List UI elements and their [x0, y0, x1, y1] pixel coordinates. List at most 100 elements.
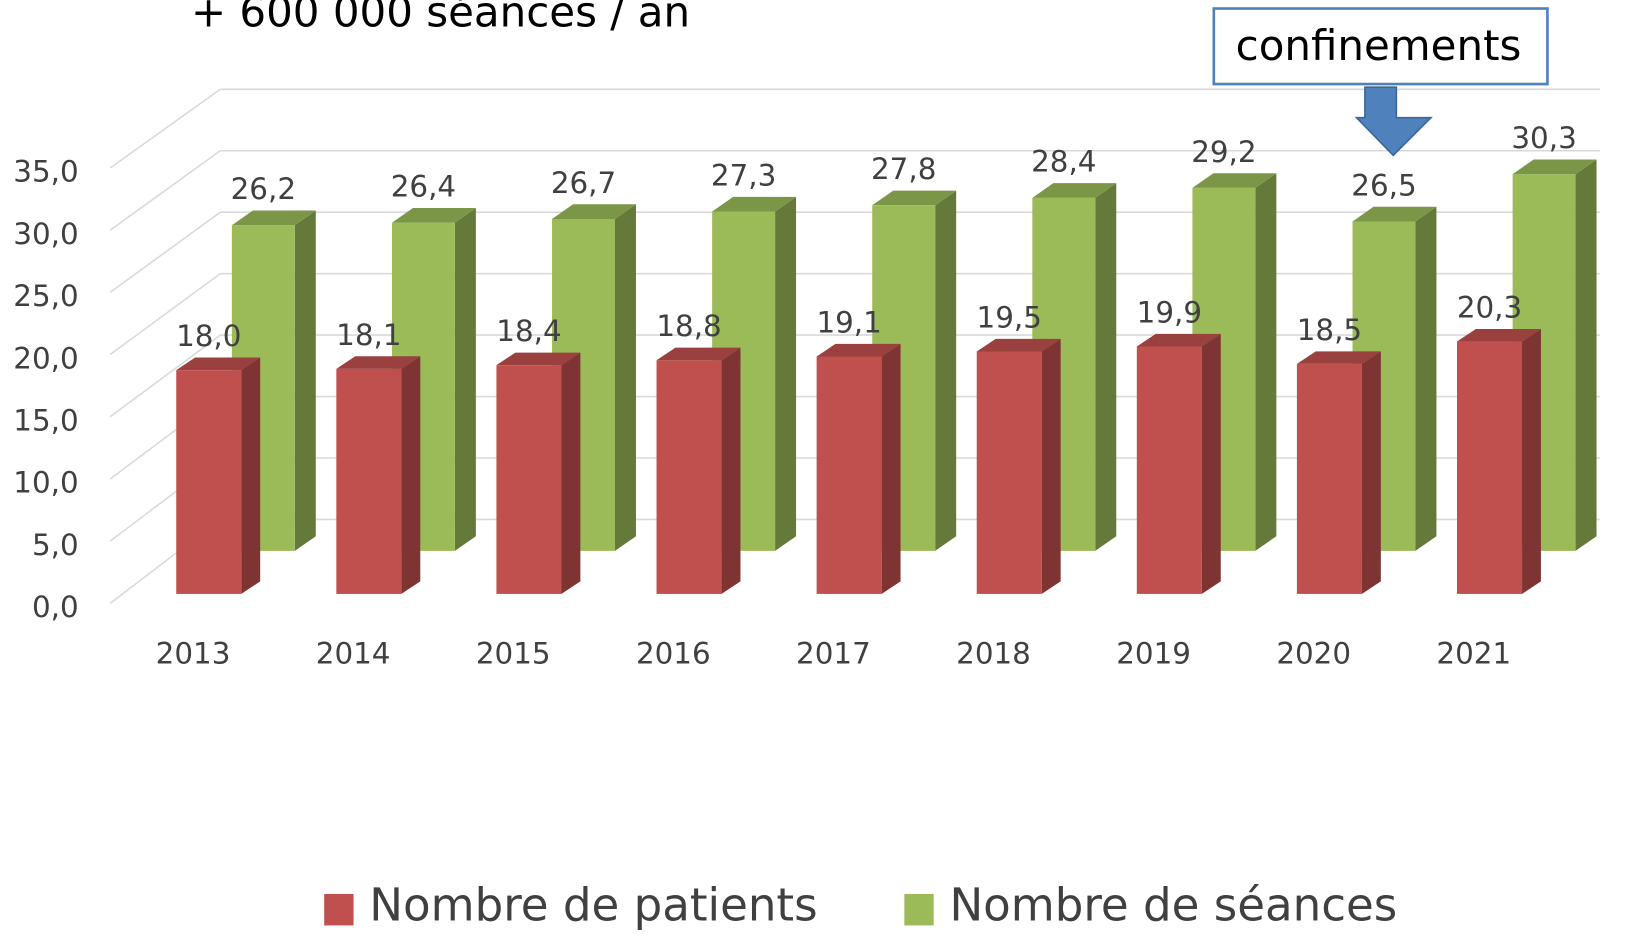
bar: [656, 347, 741, 594]
y-tick-label: 10,0: [13, 466, 78, 500]
bar-side: [294, 210, 316, 551]
value-label: 18,1: [336, 318, 401, 352]
bar-side: [935, 190, 957, 551]
value-label: 30,3: [1511, 121, 1576, 155]
bar-side: [1041, 338, 1061, 594]
x-tick-label: 2018: [956, 636, 1031, 670]
bar-top: [496, 352, 581, 366]
bar: [816, 343, 901, 594]
bar-top: [1352, 206, 1437, 222]
value-label: 19,5: [977, 300, 1042, 334]
bar: [1032, 183, 1117, 551]
x-tick-label: 2019: [1116, 636, 1191, 670]
bar: [1136, 333, 1221, 594]
x-tick-label: 2013: [156, 636, 231, 670]
bar-top: [1032, 183, 1117, 198]
annotation-box: [1212, 7, 1549, 86]
bar: [1457, 328, 1541, 594]
legend-swatch: [324, 893, 354, 926]
grid-line: [109, 273, 221, 356]
bar-top: [231, 210, 316, 226]
y-tick-label: 30,0: [13, 217, 78, 251]
bar: [176, 357, 261, 594]
bar-side: [454, 208, 476, 551]
bar-side: [561, 352, 581, 594]
bar: [496, 352, 581, 594]
x-tick-label: 2021: [1436, 636, 1511, 670]
bar-side: [1522, 328, 1541, 594]
bar-side: [1201, 333, 1221, 594]
bar-top: [1192, 173, 1277, 188]
x-tick-label: 2016: [636, 636, 711, 670]
bar-side: [721, 347, 741, 594]
bar-top: [976, 338, 1061, 352]
value-label: 26,2: [231, 172, 296, 206]
bar-side: [1415, 206, 1437, 551]
value-label: 29,2: [1191, 135, 1256, 169]
bar-top: [816, 343, 901, 357]
value-label: 18,8: [656, 309, 721, 343]
x-tick-label: 2015: [476, 636, 551, 670]
value-label: 19,9: [1137, 295, 1202, 329]
bar-side: [1361, 351, 1381, 594]
bar-front: [816, 356, 882, 594]
value-label: 26,7: [551, 166, 616, 200]
bar-top: [1457, 328, 1541, 342]
bar-top: [552, 204, 636, 219]
value-label: 28,4: [1031, 145, 1096, 179]
bar-front: [336, 368, 402, 594]
bar: [976, 338, 1061, 594]
bar-side: [1095, 183, 1117, 551]
bar-side: [881, 343, 901, 594]
value-label: 18,0: [176, 319, 241, 353]
value-label: 18,5: [1297, 313, 1362, 347]
bar-front: [1136, 346, 1202, 594]
value-label: 19,1: [816, 305, 881, 339]
bar-front: [496, 365, 562, 594]
y-tick-label: 25,0: [13, 279, 78, 313]
bar-top: [1136, 333, 1221, 347]
value-label: 26,4: [391, 170, 456, 204]
grid-line: [109, 88, 221, 169]
x-tick-label: 2017: [796, 636, 871, 670]
bar: [336, 356, 421, 594]
bar-side: [614, 204, 636, 551]
bar-top: [872, 190, 957, 206]
bars: 26,2 26,4 26,7 27,3 27,8 28,4 29,2 26,5 30,3 18,0…: [176, 121, 1597, 594]
bar-side: [1575, 159, 1597, 551]
value-label: 26,5: [1351, 168, 1416, 202]
value-label: 18,4: [496, 314, 561, 348]
bar-side: [241, 357, 261, 594]
bar-front: [1457, 341, 1523, 594]
bar-side: [401, 356, 421, 594]
bar-top: [656, 347, 741, 361]
grid-line: [109, 150, 221, 231]
legend-label: Nombre de patients: [369, 879, 817, 932]
value-label: 20,3: [1457, 291, 1522, 325]
bar-side: [1255, 173, 1277, 551]
y-tick-label: 5,0: [32, 528, 79, 562]
y-tick-label: 20,0: [13, 341, 78, 375]
y-tick-label: 0,0: [32, 590, 79, 624]
bar-front: [176, 370, 242, 594]
bar-side: [775, 196, 797, 551]
chart-title: + 600 000 séances / an: [191, 0, 690, 36]
value-label: 27,3: [711, 158, 776, 192]
bar: [1296, 351, 1381, 594]
y-tick-label: 35,0: [13, 155, 78, 189]
bar-top: [1512, 159, 1597, 175]
x-tick-label: 2020: [1276, 636, 1351, 670]
bar: [231, 210, 316, 551]
y-tick-label: 15,0: [13, 404, 78, 438]
grid-line: [109, 334, 221, 418]
bar-front: [656, 360, 722, 594]
grid-line: [109, 211, 221, 294]
legend-label: Nombre de séances: [949, 879, 1397, 932]
bar-top: [1296, 351, 1381, 364]
x-tick-label: 2014: [316, 636, 391, 670]
bar-top: [712, 196, 797, 212]
bar-top: [391, 208, 476, 223]
annotation: confinements: [1236, 21, 1522, 70]
value-label: 27,8: [871, 152, 936, 186]
